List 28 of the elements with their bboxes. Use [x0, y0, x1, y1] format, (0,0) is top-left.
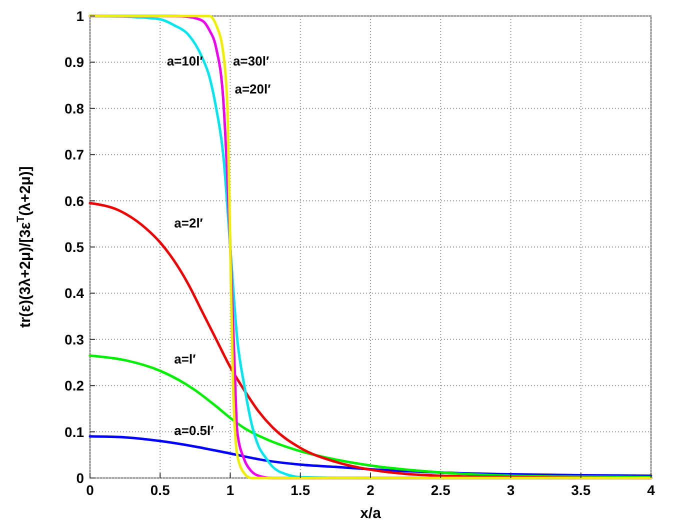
- y-tick-label: 0.7: [64, 146, 84, 163]
- y-tick-label: 0.5: [64, 239, 84, 255]
- x-tick-label: 0: [86, 482, 94, 498]
- y-tick-label: 1: [76, 8, 84, 24]
- line-series: [88, 14, 652, 480]
- x-tick-label: 2.5: [430, 482, 451, 498]
- x-tick-label: 3.5: [571, 482, 591, 498]
- series-label: a=l′: [174, 352, 196, 367]
- y-tick-label: 0.1: [64, 424, 84, 440]
- x-tick-label: 2: [366, 482, 375, 498]
- series-label: a=10l′: [166, 54, 203, 69]
- series-label: a=30l′: [233, 54, 270, 69]
- series-label: a=20l′: [234, 81, 271, 96]
- y-tick-label: 0.9: [64, 54, 84, 70]
- series-label: a=2l′: [174, 215, 203, 230]
- x-tick-label: 3: [506, 482, 515, 498]
- y-tick-label: 0.2: [64, 378, 84, 394]
- y-tick-label: 0.3: [64, 331, 84, 348]
- x-tick-label: 1: [226, 482, 234, 498]
- y-tick-label: 0.4: [64, 285, 84, 302]
- x-axis-title: x/a: [360, 505, 382, 522]
- series-label: a=0.5l′: [174, 423, 214, 438]
- y-tick-label: 0.6: [64, 192, 84, 209]
- y-tick-label: 0: [76, 470, 84, 486]
- x-tick-label: 0.5: [150, 482, 170, 498]
- x-tick-label: 1.5: [290, 482, 310, 498]
- y-tick-label: 0.8: [64, 100, 84, 116]
- x-tick-label: 4: [647, 482, 656, 498]
